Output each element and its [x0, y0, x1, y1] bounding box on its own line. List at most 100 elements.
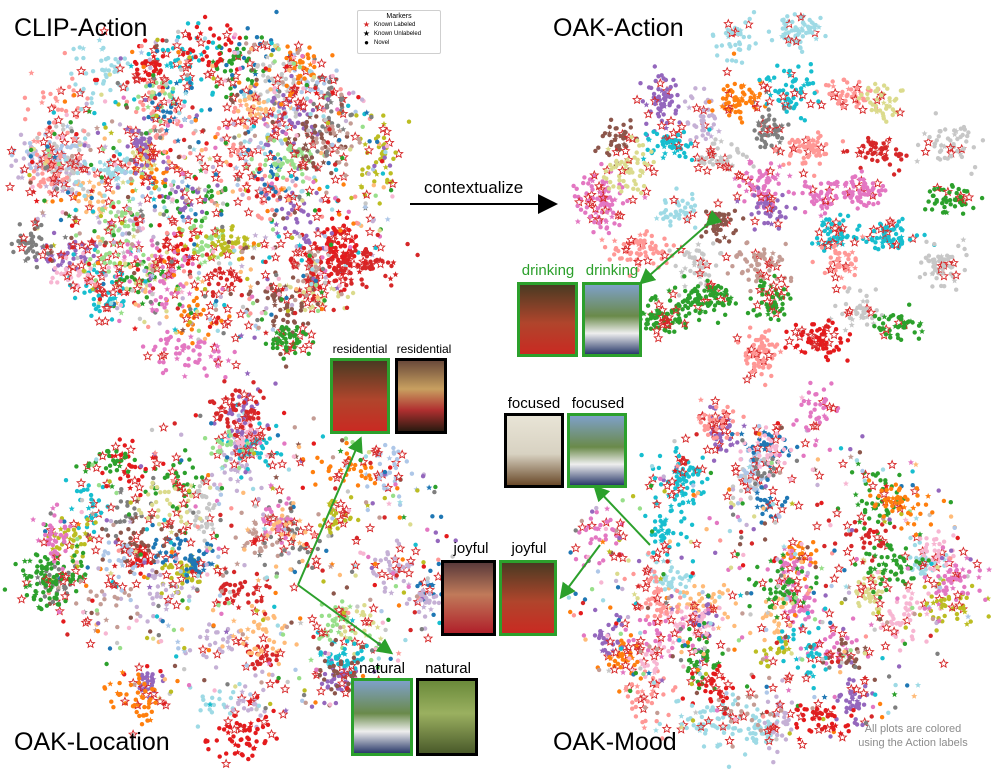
novel-point — [676, 293, 682, 298]
novel-point — [311, 287, 316, 292]
novel-point — [797, 144, 802, 149]
novel-point — [828, 255, 833, 260]
novel-point — [632, 155, 637, 160]
novel-point — [226, 37, 231, 43]
novel-point — [700, 124, 706, 129]
novel-point — [343, 173, 348, 178]
novel-point — [279, 326, 284, 331]
novel-point — [741, 216, 746, 221]
novel-point — [693, 225, 698, 230]
novel-point — [683, 154, 688, 160]
novel-point — [762, 256, 767, 262]
novel-point — [847, 189, 853, 194]
novel-point — [306, 212, 311, 218]
novel-point — [683, 313, 688, 319]
novel-point — [194, 24, 200, 30]
novel-point — [932, 257, 937, 262]
novel-point — [748, 288, 753, 294]
novel-point — [231, 121, 236, 127]
novel-point — [202, 366, 207, 371]
novel-point — [152, 204, 158, 209]
known-labeled-point — [691, 102, 702, 113]
novel-point — [602, 245, 608, 250]
known-labeled-point — [135, 145, 146, 156]
novel-point — [923, 255, 929, 260]
known-labeled-point — [330, 174, 341, 185]
novel-point — [625, 198, 630, 204]
novel-point — [56, 107, 61, 112]
novel-point — [130, 150, 136, 155]
novel-point — [886, 234, 891, 240]
novel-point — [608, 179, 613, 185]
known-labeled-point — [798, 168, 809, 178]
novel-point — [309, 282, 314, 287]
novel-point — [108, 87, 113, 93]
novel-point — [209, 236, 214, 241]
novel-point — [269, 76, 275, 82]
novel-point — [955, 148, 960, 154]
known-unlabeled-point — [838, 274, 845, 281]
novel-point — [140, 344, 146, 349]
novel-point — [238, 245, 243, 250]
novel-point — [765, 220, 771, 226]
novel-point — [181, 52, 186, 57]
novel-point — [286, 186, 292, 191]
novel-point — [711, 226, 716, 232]
novel-point — [267, 64, 272, 69]
known-unlabeled-point — [94, 124, 101, 131]
novel-point — [733, 301, 738, 306]
novel-point — [65, 190, 71, 195]
novel-point — [97, 241, 103, 247]
novel-point — [649, 240, 655, 245]
novel-point — [260, 177, 265, 182]
novel-point — [795, 28, 800, 33]
novel-point — [690, 196, 695, 202]
novel-point — [205, 45, 210, 50]
novel-point — [268, 87, 273, 92]
known-unlabeled-point — [327, 99, 334, 105]
novel-point — [406, 119, 412, 124]
novel-point — [190, 48, 196, 54]
novel-point — [278, 332, 283, 337]
novel-point — [130, 49, 135, 55]
novel-point — [122, 56, 128, 61]
novel-point — [377, 228, 382, 233]
novel-point — [606, 230, 612, 236]
novel-point — [801, 155, 806, 161]
known-labeled-point — [107, 287, 119, 297]
known-unlabeled-point — [637, 231, 644, 238]
novel-point — [360, 282, 365, 287]
novel-point — [143, 289, 148, 294]
known-labeled-point — [128, 132, 139, 142]
novel-point — [801, 20, 806, 25]
novel-point — [961, 146, 966, 151]
novel-point — [651, 159, 656, 165]
novel-point — [415, 252, 420, 258]
novel-point — [289, 302, 295, 308]
novel-point — [345, 131, 350, 136]
novel-point — [179, 313, 184, 318]
known-unlabeled-point — [91, 261, 98, 268]
known-unlabeled-point — [271, 302, 278, 308]
novel-point — [611, 210, 616, 215]
known-labeled-point — [5, 181, 16, 192]
novel-point — [805, 154, 811, 160]
novel-point — [150, 100, 155, 105]
novel-point — [846, 252, 851, 257]
novel-point — [766, 107, 771, 112]
novel-point — [263, 78, 268, 84]
novel-point — [154, 113, 159, 119]
novel-point — [156, 187, 162, 192]
novel-point — [61, 127, 66, 132]
novel-point — [62, 153, 67, 159]
known-labeled-point — [923, 136, 934, 147]
novel-point — [694, 135, 699, 140]
novel-point — [656, 265, 661, 270]
novel-point — [864, 239, 869, 244]
novel-point — [729, 142, 734, 147]
novel-point — [190, 186, 195, 191]
novel-point — [115, 80, 121, 86]
novel-point — [366, 171, 371, 176]
novel-point — [819, 189, 824, 195]
novel-point — [859, 313, 865, 318]
